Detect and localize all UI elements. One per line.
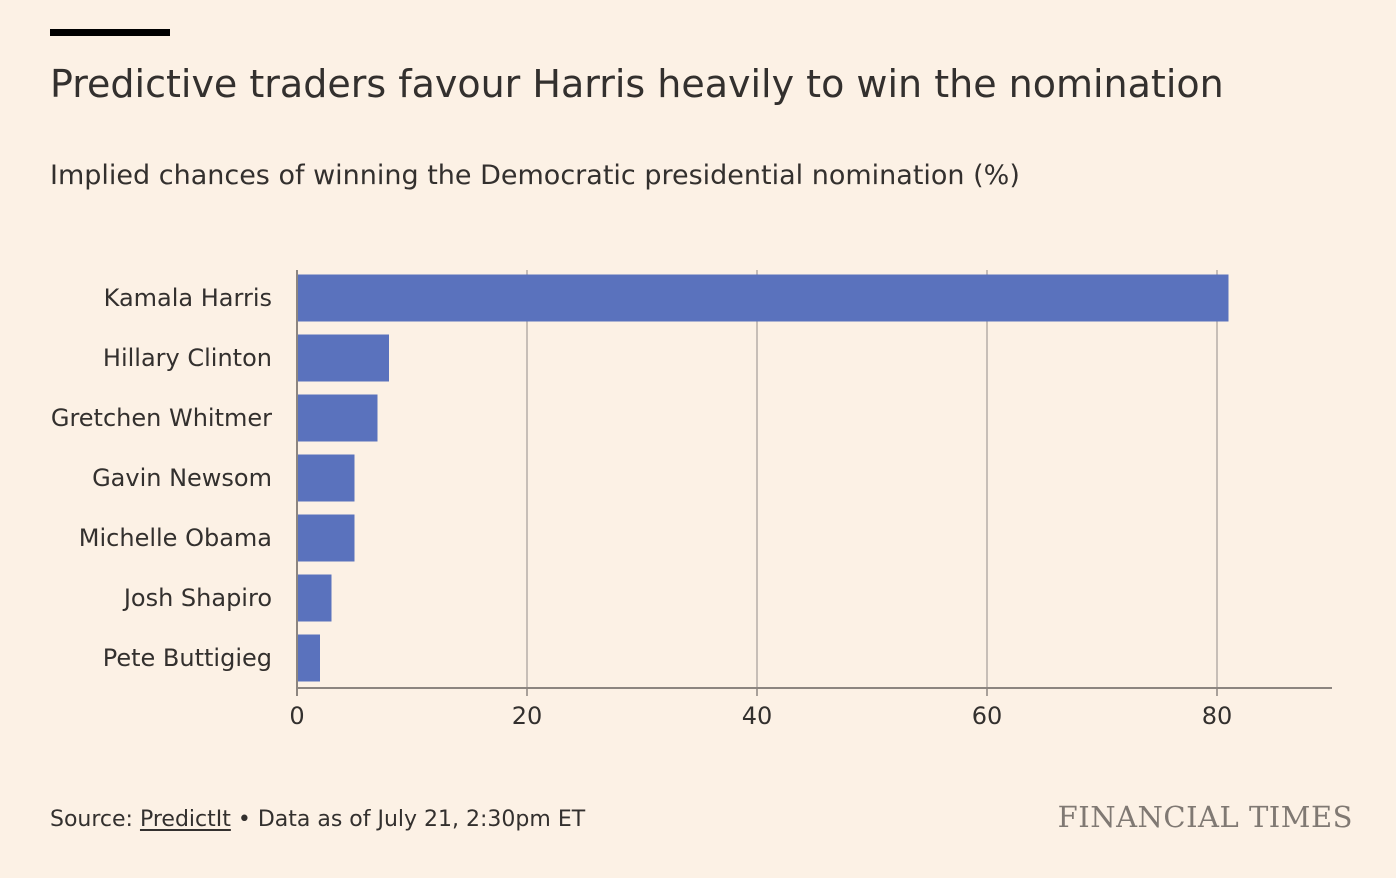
- grid-lines: [526, 270, 1218, 688]
- bar-0: [297, 274, 1229, 322]
- source-separator: •: [230, 807, 258, 832]
- bar-6: [297, 634, 320, 682]
- x-tick-label: 40: [742, 702, 773, 730]
- bars: [297, 274, 1229, 682]
- bar-3: [297, 454, 355, 502]
- source-link[interactable]: PredictIt: [139, 807, 231, 832]
- category-label: Kamala Harris: [104, 284, 272, 312]
- x-axis: 0 20 40 60 80: [289, 270, 1332, 730]
- category-label: Pete Buttigieg: [103, 644, 272, 672]
- bar-chart: 0 20 40 60 80 Kamala Harris Hillary Clinton Gr…: [51, 270, 1332, 730]
- source-prefix: Source:: [50, 807, 140, 832]
- bar-5: [297, 574, 332, 622]
- category-label: Josh Shapiro: [122, 584, 272, 612]
- category-label: Gavin Newsom: [92, 464, 272, 492]
- x-tick-label: 20: [512, 702, 543, 730]
- category-labels: Kamala Harris Hillary Clinton Gretchen Whi…: [51, 284, 272, 672]
- category-label: Gretchen Whitmer: [51, 404, 272, 432]
- financial-times-logo: FINANCIAL TIMES: [1057, 800, 1353, 834]
- category-label: Michelle Obama: [79, 524, 272, 552]
- bar-2: [297, 394, 378, 442]
- category-label: Hillary Clinton: [103, 344, 272, 372]
- x-tick-label: 80: [1202, 702, 1233, 730]
- chart-subtitle: Implied chances of winning the Democrati…: [50, 160, 1020, 191]
- data-date-note: Data as of July 21, 2:30pm ET: [257, 807, 586, 832]
- x-tick-label: 0: [289, 702, 304, 730]
- chart-title: Predictive traders favour Harris heavily…: [50, 62, 1224, 106]
- top-rule: [50, 29, 170, 36]
- source-note: Source: PredictIt • Data as of July 21, …: [50, 804, 585, 836]
- bar-1: [297, 334, 389, 382]
- bar-4: [297, 514, 355, 562]
- x-tick-label: 60: [972, 702, 1003, 730]
